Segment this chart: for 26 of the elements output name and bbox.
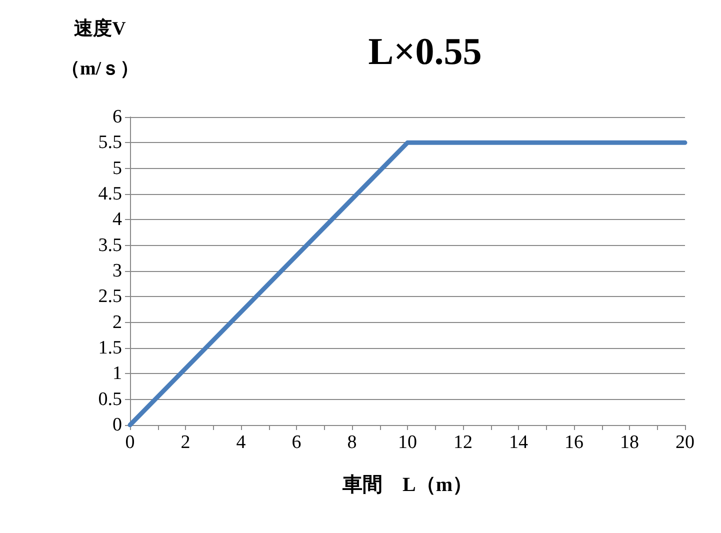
chart-title: L×0.55 <box>368 31 482 73</box>
y-tick-label: 4.5 <box>98 184 122 204</box>
y-tick-label: 2.5 <box>98 286 122 308</box>
y-axis-title: 速度V （m/ｓ） <box>60 18 140 80</box>
x-tick-label: 4 <box>236 432 246 453</box>
x-axis-title: 車間 L（m） <box>342 474 472 496</box>
x-tick-label: 12 <box>454 432 472 453</box>
x-tick-label: 6 <box>292 432 302 453</box>
x-tick-label: 10 <box>398 432 417 453</box>
y-tick-label: 1 <box>112 363 122 384</box>
y-tick-label: 1.5 <box>98 338 122 358</box>
y-tick-label: 0 <box>112 414 122 436</box>
x-tick-label: 2 <box>180 432 190 453</box>
y-tick-label: 0.5 <box>98 388 122 410</box>
y-tick-label: 3.5 <box>98 234 122 256</box>
x-tick-label: 14 <box>509 432 528 453</box>
y-tick-label: 3 <box>112 260 122 282</box>
y-tick-label: 4 <box>112 209 122 230</box>
y-tick-label: 5.5 <box>98 132 122 154</box>
x-tick-label: 8 <box>347 432 357 453</box>
x-tick-label: 18 <box>620 432 639 453</box>
y-tick-label: 6 <box>112 106 122 128</box>
y-tick-label: 5 <box>112 158 122 179</box>
x-tick-label: 16 <box>564 432 584 453</box>
y-tick-label: 2 <box>112 312 122 333</box>
x-tick-label: 20 <box>676 432 694 453</box>
